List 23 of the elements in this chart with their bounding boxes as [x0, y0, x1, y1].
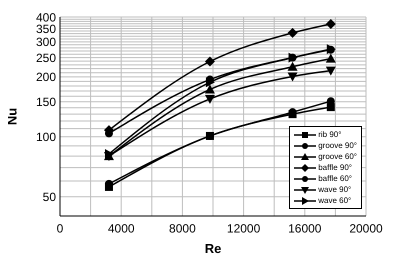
- x-tick-label: 16000: [288, 222, 322, 236]
- y-tick-label: 250: [36, 50, 56, 65]
- x-tick-label: 20000: [349, 222, 384, 236]
- x-tick-label: 12000: [226, 222, 261, 236]
- y-axis-title: Nu: [4, 108, 20, 126]
- legend-label: baffle 90°: [318, 163, 352, 172]
- y-tick-label: 400: [36, 10, 56, 24]
- legend-label: wave 60°: [318, 196, 352, 205]
- x-axis-title: Re: [204, 241, 222, 256]
- y-tick-label: 50: [42, 190, 56, 204]
- legend-label: baffle 60°: [318, 174, 352, 183]
- legend-label: wave 90°: [318, 185, 352, 194]
- y-tick-label: 200: [36, 70, 56, 84]
- y-tick-label: 300: [36, 35, 56, 50]
- x-tick-label: 4000: [108, 222, 135, 236]
- legend-label: rib 90°: [318, 130, 342, 139]
- x-tick-label: 0: [56, 222, 64, 236]
- x-tick-label: 8000: [169, 222, 196, 236]
- legend-label: groove 90°: [318, 141, 357, 150]
- y-tick-label: 350: [36, 22, 56, 36]
- y-tick-label: 100: [36, 130, 56, 144]
- legend-label: groove 60°: [318, 152, 357, 161]
- y-tick-label: 150: [36, 95, 56, 110]
